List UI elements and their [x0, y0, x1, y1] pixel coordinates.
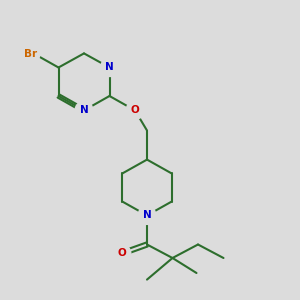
Text: O: O	[117, 248, 126, 259]
Circle shape	[100, 58, 118, 76]
Circle shape	[75, 101, 93, 119]
Text: N: N	[80, 105, 88, 116]
Circle shape	[113, 244, 131, 262]
Text: Br: Br	[24, 49, 38, 59]
Circle shape	[126, 101, 144, 119]
Text: O: O	[130, 105, 140, 116]
Circle shape	[22, 45, 40, 63]
Text: N: N	[105, 62, 114, 73]
Text: N: N	[142, 210, 152, 220]
Circle shape	[138, 206, 156, 224]
